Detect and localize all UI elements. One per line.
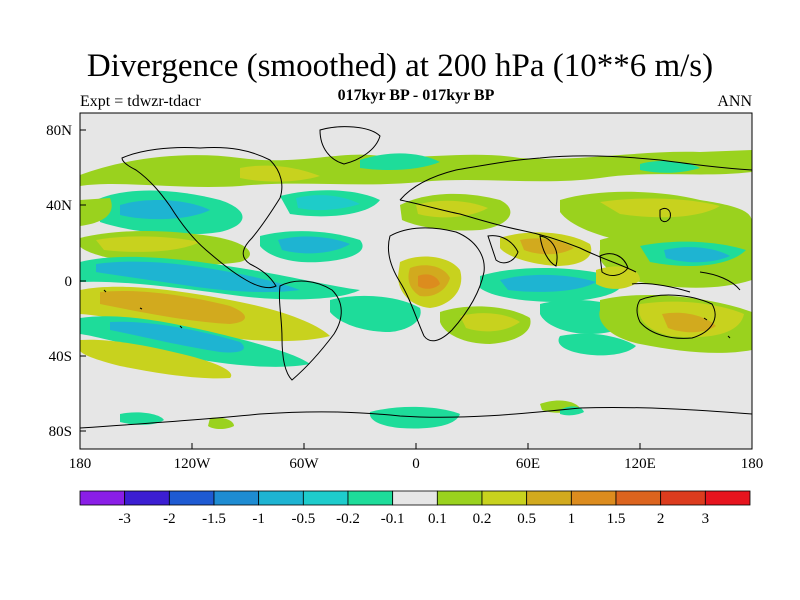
divergence-field	[80, 150, 752, 429]
colorbar-label: 1.5	[607, 511, 626, 527]
colorbar-label: -0.5	[291, 511, 315, 527]
lat-tick-label: 80S	[49, 424, 72, 440]
colorbar-swatch	[168, 490, 215, 506]
colorbar-label: -1	[252, 511, 265, 527]
colorbar: -3 -2 -1.5 -1 -0.5 -0.2 -0.1 0.1 0.2 0.5 1 1.5 2 3	[79, 490, 751, 527]
colorbar-label: -0.1	[381, 511, 405, 527]
experiment-label: Expt = tdwzr-tdacr	[80, 93, 201, 110]
colorbar-swatch	[436, 490, 483, 506]
lon-tick-label: 120E	[624, 456, 656, 472]
lon-tick-label: 180	[741, 456, 764, 472]
colorbar-label: 2	[657, 511, 665, 527]
colorbar-swatch	[481, 490, 528, 506]
lon-tick-label: 0	[412, 456, 420, 472]
lat-tick-label: 80N	[46, 123, 72, 139]
coastlines	[80, 126, 752, 429]
plot-title: Divergence (smoothed) at 200 hPa (10**6 …	[86, 48, 714, 84]
colorbar-swatch	[392, 490, 438, 506]
colorbar-label: -2	[163, 511, 176, 527]
colorbar-swatch	[526, 490, 572, 506]
longitude-axis: 180 120W 60W 0 60E 120E 180	[69, 456, 764, 472]
colorbar-swatch	[347, 490, 394, 506]
colorbar-label: 0.1	[428, 511, 447, 527]
colorbar-swatch	[213, 490, 260, 506]
colorbar-label: 0.2	[473, 511, 492, 527]
lon-tick-label: 60E	[516, 456, 540, 472]
tick-marks	[79, 129, 753, 449]
colorbar-label: -1.5	[202, 511, 226, 527]
latitude-axis: 80N 40N 0 40S 80S	[46, 123, 72, 440]
plot-subtitle: 017kyr BP - 017kyr BP	[337, 87, 495, 104]
lat-tick-label: 40N	[46, 198, 72, 214]
lon-tick-label: 120W	[174, 456, 212, 472]
lat-tick-label: 40S	[49, 349, 72, 365]
colorbar-swatch	[258, 490, 304, 506]
colorbar-swatch	[302, 490, 349, 506]
lon-tick-label: 60W	[289, 456, 319, 472]
colorbar-swatch	[570, 490, 617, 506]
colorbar-swatch	[660, 490, 706, 506]
colorbar-label: -3	[118, 511, 131, 527]
colorbar-label: 0.5	[517, 511, 536, 527]
season-label: ANN	[717, 93, 752, 110]
colorbar-label: -0.2	[336, 511, 360, 527]
colorbar-label: 1	[568, 511, 576, 527]
colorbar-swatch	[704, 490, 751, 506]
colorbar-label: 3	[702, 511, 710, 527]
lon-tick-label: 180	[69, 456, 92, 472]
colorbar-swatch	[615, 490, 662, 506]
colorbar-swatch	[124, 490, 170, 506]
lat-tick-label: 0	[65, 274, 73, 290]
colorbar-swatch	[79, 490, 126, 506]
